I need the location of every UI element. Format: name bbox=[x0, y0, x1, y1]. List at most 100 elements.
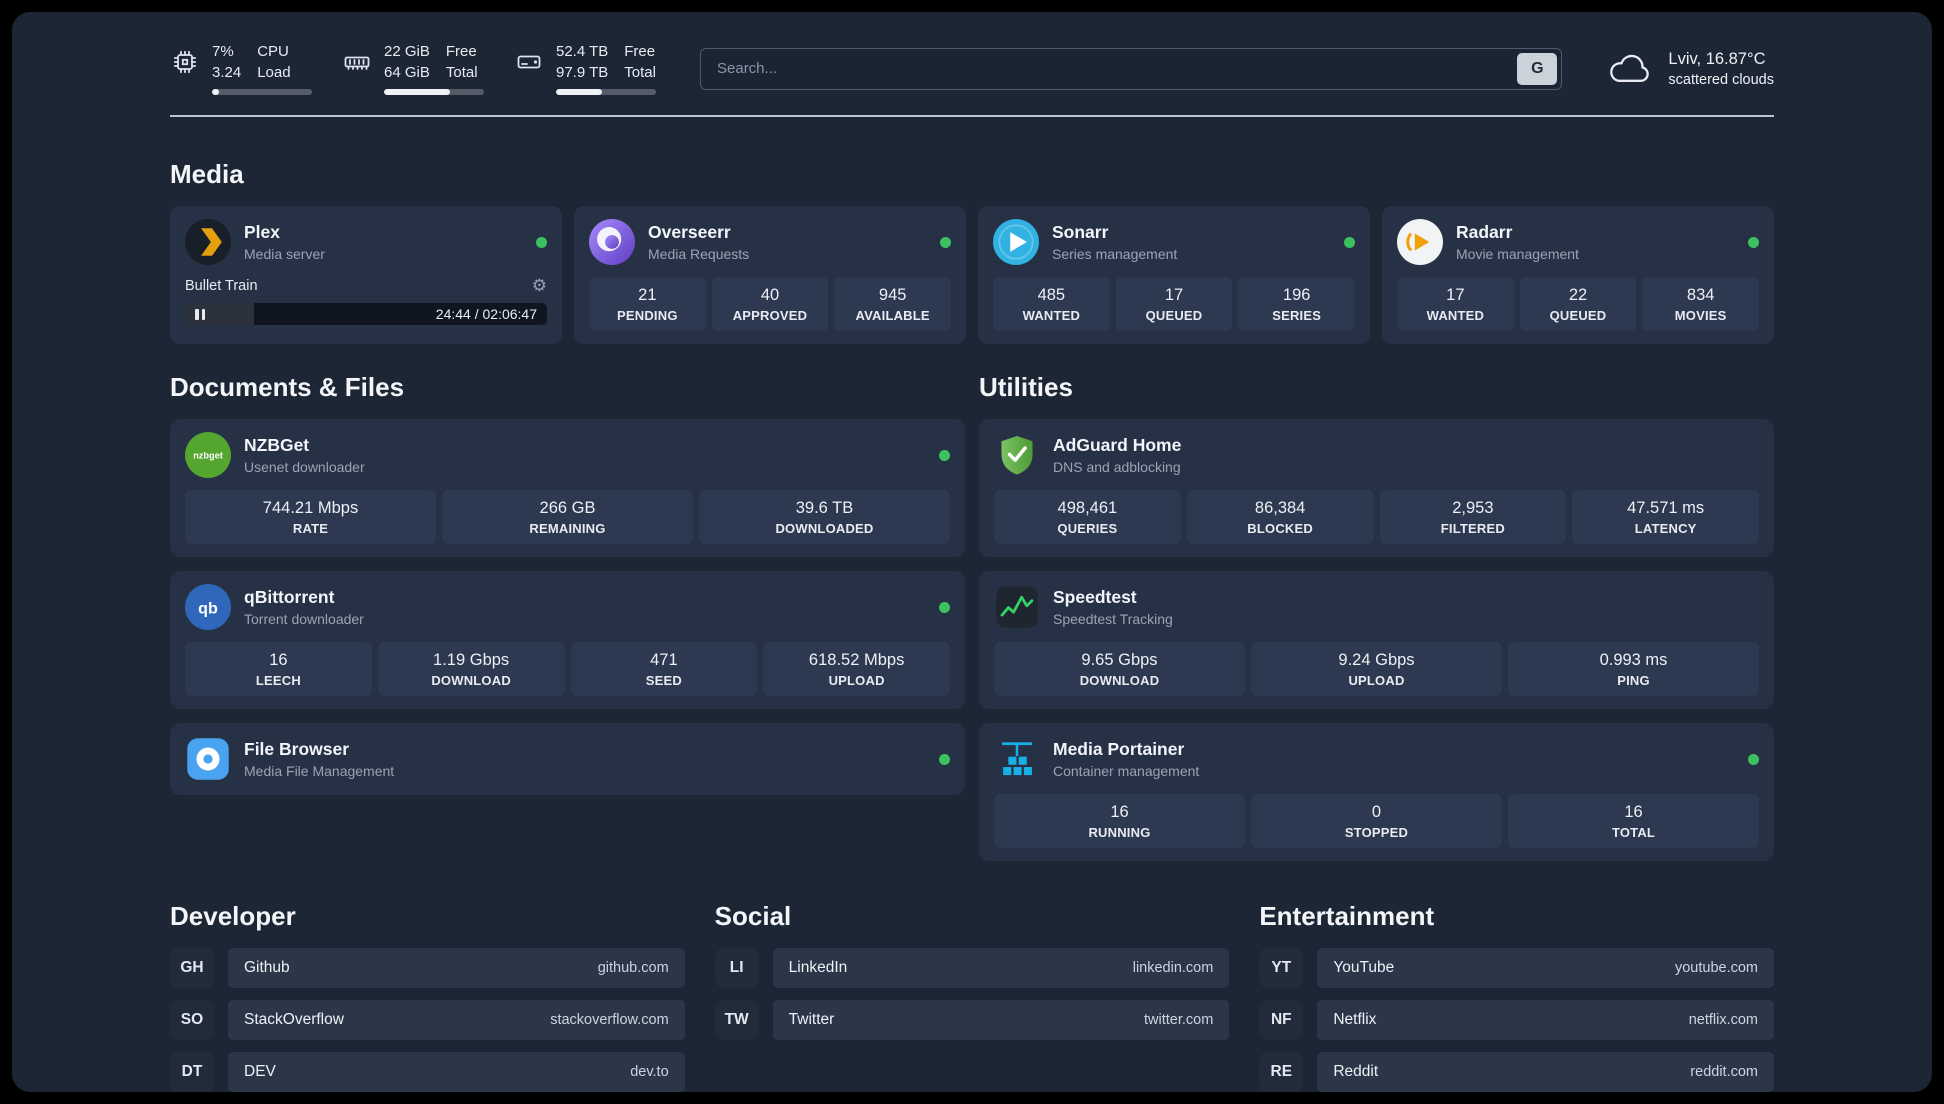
sonarr-card[interactable]: Sonarr Series management 485 WANTED 17 Q… bbox=[978, 206, 1370, 344]
bookmark-link-youtube[interactable]: YouTube youtube.com bbox=[1317, 948, 1774, 988]
app-subtitle: Media File Management bbox=[244, 763, 395, 779]
stat-label: RATE bbox=[292, 521, 329, 536]
stat-tile: 86,384 BLOCKED bbox=[1186, 490, 1374, 544]
app-name: NZBGet bbox=[244, 435, 310, 455]
stat-tile: 0.993 ms PING bbox=[1508, 642, 1759, 696]
pause-button[interactable] bbox=[195, 308, 205, 320]
ram-values: 22 GiB Free 64 GiB Total bbox=[384, 42, 478, 82]
stat-value: 17 bbox=[1164, 286, 1184, 304]
bookmark-link-stackoverflow[interactable]: StackOverflow stackoverflow.com bbox=[228, 1000, 685, 1040]
settings-gear-icon[interactable]: ⚙ bbox=[531, 276, 547, 295]
weather-location: Lviv, 16.87°C bbox=[1668, 49, 1766, 68]
media-grid: Plex Media server Bullet Train ⚙ 24:44 /… bbox=[170, 206, 1774, 344]
stat-tile: 498,461 QUERIES bbox=[994, 490, 1181, 544]
disk-values: 52.4 TB Free 97.9 TB Total bbox=[556, 42, 656, 82]
stat-tile: 9.24 Gbps UPLOAD bbox=[1251, 642, 1502, 696]
cpu-load-label: Load bbox=[257, 63, 291, 81]
stat-label: DOWNLOAD bbox=[431, 673, 511, 688]
app-name: Radarr bbox=[1456, 222, 1513, 242]
stat-tile: 21 PENDING bbox=[589, 277, 706, 331]
now-playing-title: Bullet Train bbox=[185, 277, 258, 294]
stat-value: 9.65 Gbps bbox=[1081, 651, 1158, 669]
adguard-card[interactable]: AdGuard Home DNS and adblocking 498,461 … bbox=[979, 419, 1774, 557]
bookmarks-zone: Developer GH Github github.com SO StackO… bbox=[170, 901, 1774, 1092]
adguard-icon bbox=[994, 432, 1040, 478]
status-dot bbox=[940, 236, 951, 248]
overseerr-card[interactable]: Overseerr Media Requests 21 PENDING 40 A… bbox=[574, 206, 966, 344]
overseerr-icon bbox=[589, 219, 635, 265]
bookmark-link-github[interactable]: Github github.com bbox=[228, 948, 685, 988]
bookmark-abbr: NF bbox=[1259, 1000, 1304, 1040]
stat-value: 744.21 Mbps bbox=[262, 499, 359, 517]
qbittorrent-icon: qb bbox=[185, 584, 231, 630]
cpu-values: 7% CPU 3.24 Load bbox=[212, 42, 291, 82]
bookmark-link-netflix[interactable]: Netflix netflix.com bbox=[1317, 1000, 1774, 1040]
app-subtitle: Media server bbox=[244, 246, 325, 262]
bookmark-row-dev: DT DEV dev.to bbox=[170, 1052, 685, 1092]
stat-tile: 40 APPROVED bbox=[711, 277, 829, 331]
sonarr-icon bbox=[993, 219, 1039, 265]
app-subtitle: Speedtest Tracking bbox=[1053, 611, 1173, 627]
portainer-card[interactable]: Media Portainer Container management 16 … bbox=[979, 723, 1774, 861]
bookmark-link-dev[interactable]: DEV dev.to bbox=[228, 1052, 685, 1092]
bookmark-abbr: RE bbox=[1259, 1052, 1304, 1092]
stat-label: DOWNLOAD bbox=[1079, 673, 1160, 688]
app-name: Media Portainer bbox=[1053, 739, 1185, 759]
stat-value: 86,384 bbox=[1254, 499, 1306, 517]
entertainment-section-title: Entertainment bbox=[1259, 901, 1435, 931]
speedtest-card[interactable]: Speedtest Speedtest Tracking 9.65 Gbps D… bbox=[979, 571, 1774, 709]
stat-label: WANTED bbox=[1022, 308, 1081, 323]
stat-tile: 2,953 FILTERED bbox=[1379, 490, 1567, 544]
qbittorrent-card[interactable]: qb qBittorrent Torrent downloader 16 LEE… bbox=[170, 571, 965, 709]
search-input[interactable] bbox=[700, 47, 1563, 90]
radarr-card[interactable]: Radarr Movie management 17 WANTED 22 QUE… bbox=[1382, 206, 1774, 344]
stat-tile: 17 QUEUED bbox=[1115, 277, 1233, 331]
developer-bookmarks: Developer GH Github github.com SO StackO… bbox=[170, 901, 685, 1092]
stat-tile: 16 LEECH bbox=[185, 642, 372, 696]
stat-tile: 47.571 ms LATENCY bbox=[1572, 490, 1759, 544]
stat-tile: 9.65 Gbps DOWNLOAD bbox=[994, 642, 1245, 696]
stat-value: 17 bbox=[1446, 286, 1465, 304]
ram-total: 64 GiB bbox=[384, 63, 430, 81]
stat-label: MOVIES bbox=[1674, 308, 1727, 323]
stat-value: 1.19 Gbps bbox=[433, 651, 510, 669]
bookmark-abbr: LI bbox=[714, 948, 759, 988]
stat-label: QUERIES bbox=[1057, 521, 1118, 536]
cpu-label: CPU bbox=[257, 43, 289, 60]
dashboard: 7% CPU 3.24 Load bbox=[12, 12, 1932, 1092]
nzbget-card[interactable]: nzbget NZBGet Usenet downloader 744.21 M… bbox=[170, 419, 965, 557]
player-time: 24:44 / 02:06:47 bbox=[435, 306, 537, 322]
stat-label: DOWNLOADED bbox=[775, 521, 874, 536]
search-engine-button[interactable]: G bbox=[1517, 52, 1558, 85]
stat-label: QUEUED bbox=[1145, 308, 1203, 323]
cpu-load: 3.24 bbox=[212, 63, 242, 81]
disk-total: 97.9 TB bbox=[556, 63, 609, 81]
plex-card[interactable]: Plex Media server Bullet Train ⚙ 24:44 /… bbox=[170, 206, 562, 344]
app-name: Speedtest bbox=[1053, 587, 1137, 607]
bookmark-link-linkedin[interactable]: LinkedIn linkedin.com bbox=[772, 948, 1230, 988]
cpu-metric: 7% CPU 3.24 Load bbox=[170, 42, 312, 95]
plex-icon bbox=[185, 219, 231, 265]
speedtest-icon bbox=[994, 584, 1040, 630]
app-subtitle: Movie management bbox=[1456, 246, 1579, 262]
stat-tile: 16 TOTAL bbox=[1508, 794, 1759, 848]
middle-columns: Documents & Files nzbget NZBGet Usenet d… bbox=[170, 372, 1774, 861]
bookmark-abbr: TW bbox=[714, 1000, 759, 1040]
bookmark-link-twitter[interactable]: Twitter twitter.com bbox=[772, 1000, 1230, 1040]
stat-tile: 22 QUEUED bbox=[1519, 277, 1637, 331]
stat-tile: 0 STOPPED bbox=[1251, 794, 1502, 848]
bookmark-link-reddit[interactable]: Reddit reddit.com bbox=[1317, 1052, 1774, 1092]
weather-widget[interactable]: Lviv, 16.87°C scattered clouds bbox=[1606, 50, 1774, 88]
stat-label: STOPPED bbox=[1344, 825, 1409, 840]
stat-label: WANTED bbox=[1426, 308, 1485, 323]
stats-row: 9.65 Gbps DOWNLOAD 9.24 Gbps UPLOAD 0.99… bbox=[994, 642, 1759, 696]
bookmark-row-youtube: YT YouTube youtube.com bbox=[1259, 948, 1774, 988]
stats-row: 16 LEECH 1.19 Gbps DOWNLOAD 471 SEED 618… bbox=[185, 642, 950, 696]
status-dot bbox=[1748, 753, 1759, 765]
filebrowser-icon bbox=[185, 736, 231, 782]
stat-value: 21 bbox=[638, 286, 657, 304]
player-progress-bar[interactable]: 24:44 / 02:06:47 bbox=[185, 303, 547, 325]
bookmark-url: netflix.com bbox=[1688, 1012, 1758, 1028]
filebrowser-card[interactable]: File Browser Media File Management bbox=[170, 723, 965, 795]
